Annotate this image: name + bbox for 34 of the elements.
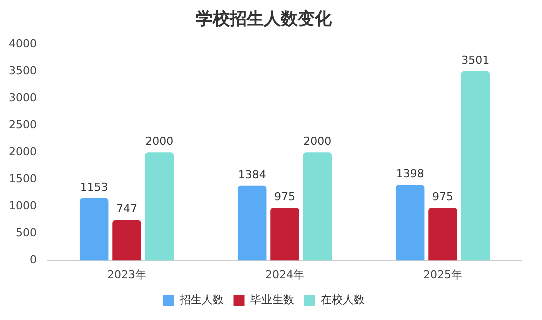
bar bbox=[145, 152, 174, 261]
bar bbox=[303, 152, 332, 261]
data-label: 3501 bbox=[462, 54, 490, 67]
data-label: 975 bbox=[274, 190, 296, 204]
y-tick-label: 1500 bbox=[8, 172, 37, 186]
y-tick-label: 2000 bbox=[8, 145, 37, 158]
bar bbox=[396, 185, 425, 261]
legend-label: 毕业生数 bbox=[250, 293, 294, 306]
bar bbox=[238, 186, 267, 261]
y-tick-label: 3000 bbox=[8, 91, 37, 104]
chart-title: 学校招生人数变化 bbox=[196, 10, 333, 30]
data-label: 1398 bbox=[396, 168, 424, 181]
data-label: 2000 bbox=[304, 134, 332, 148]
bar bbox=[80, 198, 109, 261]
x-tick-label: 2025年 bbox=[424, 268, 462, 282]
y-tick-label: 500 bbox=[16, 226, 37, 240]
bar bbox=[461, 71, 490, 261]
y-tick-label: 0 bbox=[30, 254, 37, 267]
bar bbox=[112, 220, 142, 261]
bar bbox=[428, 208, 458, 261]
x-tick-label: 2024年 bbox=[265, 268, 304, 282]
data-label: 1153 bbox=[80, 180, 108, 194]
data-label: 1384 bbox=[238, 168, 266, 182]
data-label: 2000 bbox=[146, 134, 174, 148]
data-label: 975 bbox=[432, 190, 454, 204]
x-tick-label: 2023年 bbox=[107, 268, 146, 282]
y-tick-label: 3500 bbox=[8, 64, 37, 78]
legend-label: 在校人数 bbox=[320, 293, 365, 306]
bar bbox=[270, 208, 300, 261]
y-tick-label: 1000 bbox=[8, 200, 37, 213]
y-tick-label: 2500 bbox=[8, 118, 37, 132]
legend-label: 招生人数 bbox=[178, 293, 224, 306]
y-tick-label: 4000 bbox=[8, 37, 37, 50]
data-label: 747 bbox=[116, 202, 138, 216]
